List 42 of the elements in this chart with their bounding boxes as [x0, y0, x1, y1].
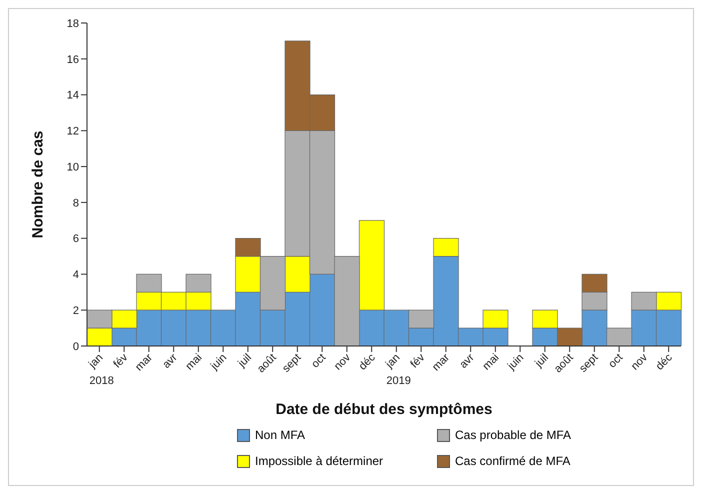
x-tick-label: juin: [208, 352, 230, 373]
x-tick-label: avr: [160, 351, 180, 371]
x-tick-label: août: [552, 352, 576, 376]
legend-label: Non MFA: [254, 428, 306, 442]
y-tick-label: 0: [72, 340, 79, 353]
x-tick-label: avr: [457, 351, 477, 371]
x-tick-label: jan: [382, 352, 402, 372]
text: 2019: [386, 375, 411, 387]
y-tick-label: 6: [72, 233, 79, 246]
x-tick-label: oct: [309, 352, 328, 371]
y-tick-label: 2: [72, 305, 79, 318]
y-tick-label: 10: [66, 161, 79, 174]
x-tick-label: fév: [111, 351, 131, 371]
y-tick-label: 18: [66, 18, 79, 30]
x-tick-label: déc: [654, 351, 676, 373]
x-tick-label: jan: [86, 352, 106, 372]
x-tick-label: juin: [504, 352, 526, 373]
y-tick-label: 12: [66, 126, 79, 138]
x-tick-label: août: [255, 352, 279, 376]
y-tick-label: 8: [72, 197, 79, 210]
x-tick-label: déc: [356, 351, 378, 373]
x-tick-label: nov: [332, 351, 354, 373]
legend-label: Impossible à déterminer: [254, 454, 384, 468]
y-tick-label: 4: [72, 269, 79, 282]
x-tick-label: oct: [606, 352, 626, 371]
legend-label: Cas confirmé de MFA: [454, 454, 572, 468]
x-tick-label: sept: [280, 352, 304, 375]
x-tick-label: mar: [133, 351, 156, 374]
x-tick-label: juil: [235, 352, 254, 370]
x-tick-label: mai: [480, 352, 502, 373]
legend-label: Cas probable de MFA: [454, 428, 572, 442]
text: 2018: [89, 375, 114, 387]
x-tick-label: juil: [532, 352, 551, 370]
x-tick-label: mai: [183, 352, 204, 373]
y-axis-title: Nombre de cas: [29, 130, 46, 238]
x-tick-label: mar: [430, 351, 452, 374]
x-tick-label: sept: [577, 352, 600, 375]
y-tick-label: 16: [66, 54, 79, 66]
y-tick-label: 14: [66, 90, 79, 102]
x-tick-label: fév: [408, 351, 428, 371]
x-tick-label: nov: [628, 351, 650, 373]
x-axis-title: Date de début des symptômes: [276, 401, 492, 418]
